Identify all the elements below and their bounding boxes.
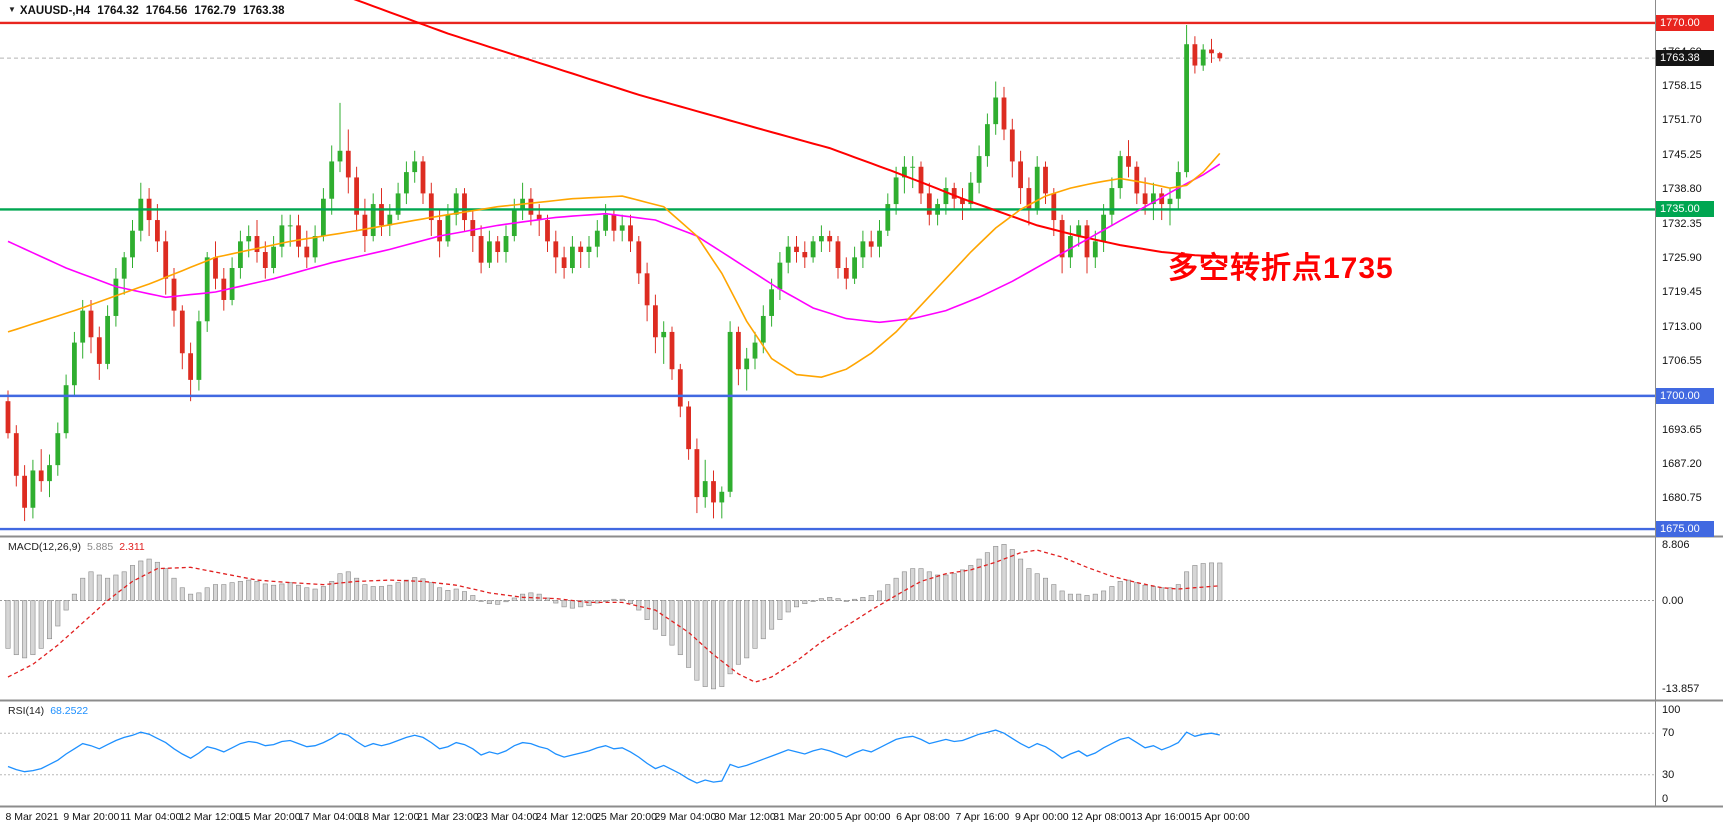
ohlc-close: 1763.38 <box>242 5 285 17</box>
time-label: 25 Mar 20:00 <box>595 811 657 823</box>
time-label: 6 Apr 08:00 <box>896 811 950 823</box>
macd-label: MACD(12,26,9) <box>8 541 81 553</box>
price-scale-label: 1751.70 <box>1662 114 1702 127</box>
time-label: 9 Mar 20:00 <box>63 811 120 823</box>
price-badge-1675.00: 1675.00 <box>1656 521 1714 538</box>
time-label: 31 Mar 20:00 <box>773 811 836 823</box>
time-label: 7 Apr 16:00 <box>955 811 1010 823</box>
rsi-axis-100: 100 <box>1662 704 1681 716</box>
time-label: 8 Mar 2021 <box>5 811 59 823</box>
price-scale-label: 1732.35 <box>1662 217 1702 230</box>
annotation-text: 多空转折点1735 <box>1168 252 1394 285</box>
rsi-line <box>7 729 1220 784</box>
price-badge-1700.00: 1700.00 <box>1656 387 1714 404</box>
price-scale-label: 1738.80 <box>1662 183 1702 196</box>
ma-slow-red <box>353 0 1220 258</box>
rsi-value: 68.2522 <box>50 705 89 717</box>
time-label: 30 Mar 12:00 <box>713 811 776 823</box>
time-label: 11 Mar 04:00 <box>120 811 182 823</box>
time-label: 18 Mar 12:00 <box>357 811 420 823</box>
rsi-axis-70: 70 <box>1662 727 1675 739</box>
time-label: 24 Mar 12:00 <box>535 811 598 823</box>
macd-axis-max: 8.806 <box>1662 539 1690 551</box>
macd-axis-zero: 0.00 <box>1662 595 1684 607</box>
ma-medium-magenta <box>7 163 1221 324</box>
macd-signal-line <box>7 549 1220 683</box>
price-scale-label: 1725.90 <box>1662 251 1702 264</box>
time-label: 17 Mar 04:00 <box>298 811 360 823</box>
symbol-dropdown-icon[interactable]: ▼ <box>8 5 16 14</box>
time-label: 21 Mar 23:00 <box>416 811 479 823</box>
ohlc-high: 1764.56 <box>145 5 188 17</box>
price-scale-label: 1687.20 <box>1662 458 1702 471</box>
price-scale-label: 1693.65 <box>1662 423 1702 436</box>
time-label: 9 Apr 00:00 <box>1014 811 1069 823</box>
price-scale-label: 1680.75 <box>1662 492 1702 505</box>
ohlc-low: 1762.79 <box>194 5 236 17</box>
symbol-timeframe: XAUUSD-,H4 <box>19 5 91 17</box>
rsi-axis-0: 0 <box>1662 793 1669 805</box>
price-scale-label: 1706.55 <box>1662 354 1702 367</box>
macd-axis-min: -13.857 <box>1662 683 1700 695</box>
macd-header: MACD(12,26,9) 5.885 2.311 <box>8 541 145 553</box>
time-label: 29 Mar 04:00 <box>654 811 717 823</box>
time-label: 12 Mar 12:00 <box>179 811 242 823</box>
time-label: 5 Apr 00:00 <box>836 811 891 823</box>
rsi-header: RSI(14) 68.2522 <box>8 705 88 717</box>
time-label: 15 Mar 20:00 <box>238 811 301 823</box>
candles-layer <box>5 25 1223 522</box>
price-scale-label: 1745.25 <box>1662 148 1702 161</box>
time-label: 15 Apr 00:00 <box>1190 811 1250 823</box>
price-scale-label: 1758.15 <box>1662 80 1702 93</box>
macd-histogram <box>5 544 1223 690</box>
rsi-axis-30: 30 <box>1662 769 1675 781</box>
ohlc-open: 1764.32 <box>97 5 139 17</box>
price-badge-1735.00: 1735.00 <box>1656 201 1714 218</box>
chart-header: ▼ XAUUSD-,H4 1764.32 1764.56 1762.79 1763.38 <box>8 5 285 17</box>
ma-fast-orange <box>7 152 1221 379</box>
time-label: 23 Mar 04:00 <box>476 811 539 823</box>
time-label: 12 Apr 08:00 <box>1071 811 1131 823</box>
time-label: 13 Apr 16:00 <box>1130 811 1191 823</box>
price-scale-label: 1713.00 <box>1662 320 1702 333</box>
macd-signal-value: 2.311 <box>119 541 145 553</box>
macd-main-value: 5.885 <box>86 541 114 553</box>
rsi-label: RSI(14) <box>8 705 45 717</box>
price-scale-label: 1719.45 <box>1662 286 1702 299</box>
price-badge-1770.00: 1770.00 <box>1656 14 1714 31</box>
price-badge-1763.38: 1763.38 <box>1656 50 1714 67</box>
